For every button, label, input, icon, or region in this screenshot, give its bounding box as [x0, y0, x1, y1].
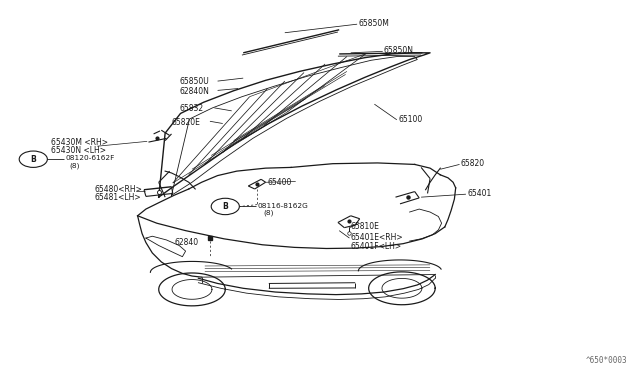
- Text: 65820E: 65820E: [172, 118, 200, 126]
- Text: 65481<LH>: 65481<LH>: [95, 193, 141, 202]
- Text: 65401: 65401: [467, 189, 492, 198]
- Text: 65430M <RH>: 65430M <RH>: [51, 138, 108, 147]
- Text: 65850M: 65850M: [358, 19, 389, 28]
- Text: 62840: 62840: [174, 238, 198, 247]
- Text: 08116-8162G: 08116-8162G: [257, 203, 308, 209]
- Text: 65401F<LH>: 65401F<LH>: [351, 242, 402, 251]
- Text: 65400: 65400: [268, 178, 292, 187]
- Text: B: B: [223, 202, 228, 211]
- Text: 65850U: 65850U: [179, 77, 209, 86]
- Text: 65820: 65820: [461, 159, 485, 168]
- Text: 65832: 65832: [179, 104, 204, 113]
- Text: B: B: [31, 155, 36, 164]
- Text: 65810E: 65810E: [351, 222, 380, 231]
- Text: 65100: 65100: [398, 115, 422, 124]
- Text: (8): (8): [69, 162, 79, 169]
- Text: 65430N <LH>: 65430N <LH>: [51, 146, 106, 155]
- Text: 08120-6162F: 08120-6162F: [65, 155, 115, 161]
- Text: ^650*0003: ^650*0003: [586, 356, 627, 365]
- Text: 65480<RH>: 65480<RH>: [95, 185, 143, 194]
- Text: (8): (8): [264, 209, 274, 216]
- Text: 65401E<RH>: 65401E<RH>: [351, 233, 403, 242]
- Text: 65850N: 65850N: [384, 46, 414, 55]
- Text: 62840N: 62840N: [179, 87, 209, 96]
